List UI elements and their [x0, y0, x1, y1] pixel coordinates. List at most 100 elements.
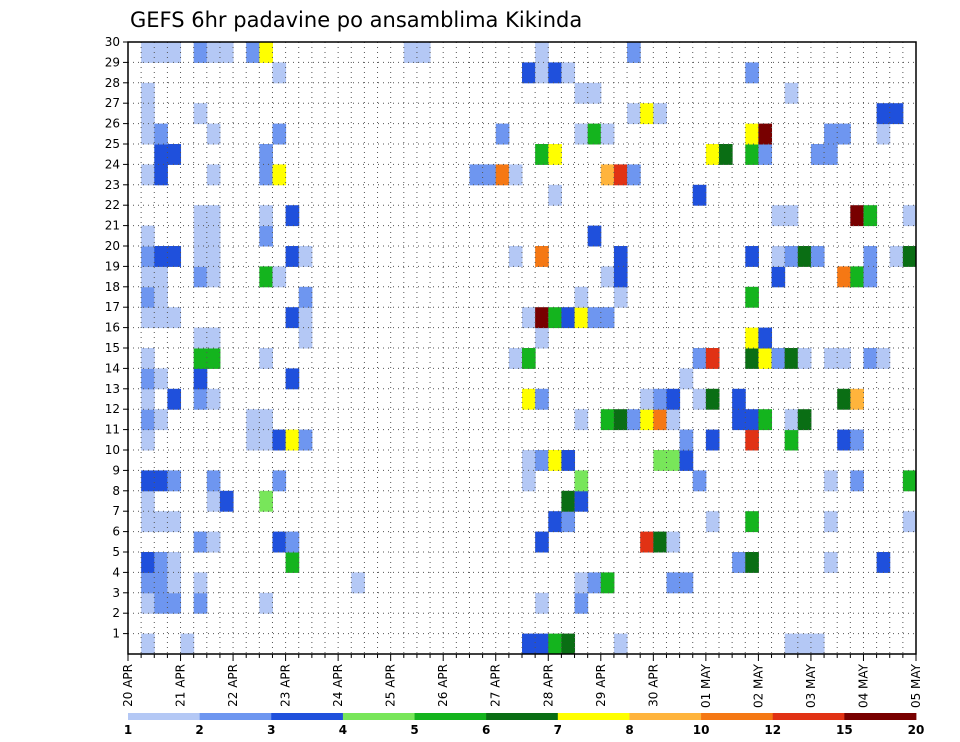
heat-cell — [535, 307, 549, 329]
heat-cell — [548, 62, 562, 84]
heat-cell — [587, 225, 602, 247]
heat-cell — [259, 348, 273, 369]
heat-cell — [141, 348, 155, 369]
heat-cell — [784, 246, 799, 267]
y-tick-label: 15 — [105, 341, 120, 355]
heat-cell — [613, 409, 628, 431]
y-tick-label: 22 — [105, 198, 120, 212]
heat-cell — [627, 164, 641, 186]
heat-cell — [206, 225, 221, 247]
cells-layer — [141, 42, 917, 655]
heat-cell — [298, 307, 313, 329]
heat-cell — [705, 429, 720, 451]
legend-label: 12 — [764, 723, 781, 737]
heat-cell — [141, 246, 155, 267]
x-tick-label: 27 APR — [489, 664, 503, 707]
heat-cell — [561, 490, 576, 512]
heat-cell — [627, 409, 641, 431]
heat-cell — [574, 409, 589, 431]
heat-cell — [666, 531, 681, 553]
heat-cell — [745, 286, 759, 308]
legend-swatch — [486, 713, 559, 720]
heat-cell — [193, 348, 208, 369]
heat-cell — [193, 327, 208, 349]
heat-cell — [810, 633, 825, 655]
heat-cell — [469, 164, 484, 186]
heat-cell — [206, 246, 221, 267]
heat-cell — [167, 246, 182, 267]
heat-cell — [219, 42, 234, 63]
y-tick-label: 16 — [105, 321, 120, 335]
heat-cell — [732, 388, 746, 410]
heat-cell — [206, 348, 221, 369]
heat-cell — [167, 42, 182, 63]
x-tick-label: 22 APR — [226, 664, 240, 707]
heat-cell — [272, 531, 287, 553]
heat-cell — [298, 327, 313, 349]
heat-cell — [167, 144, 182, 165]
heat-cell — [351, 572, 365, 594]
heat-cell — [548, 144, 562, 165]
heat-cell — [154, 552, 168, 573]
legend-swatch — [844, 713, 917, 720]
heat-cell — [272, 266, 287, 288]
heat-cell — [141, 225, 155, 247]
heat-cell — [522, 348, 536, 369]
heat-cell — [535, 246, 549, 267]
heat-cell — [784, 82, 799, 104]
heat-cell — [495, 123, 510, 145]
heat-cell — [705, 348, 720, 369]
y-tick-label: 13 — [105, 382, 120, 396]
heat-cell — [141, 592, 155, 614]
heat-cell — [784, 633, 799, 655]
heat-cell — [219, 490, 234, 512]
heat-cell — [285, 205, 300, 227]
heat-cell — [889, 246, 904, 267]
heat-cell — [561, 450, 576, 471]
heat-cell — [613, 164, 628, 186]
heat-cell — [206, 266, 221, 288]
heat-cell — [745, 429, 759, 451]
heat-cell — [193, 531, 208, 553]
heat-cell — [522, 633, 536, 655]
heat-cell — [285, 246, 300, 267]
heat-cell — [272, 164, 287, 186]
heat-cell — [206, 388, 221, 410]
heat-cell — [416, 42, 431, 63]
heat-cell — [692, 348, 707, 369]
heat-cell — [285, 307, 300, 329]
heat-cell — [535, 144, 549, 165]
x-tick-label: 23 APR — [279, 664, 293, 707]
heat-cell — [508, 164, 523, 186]
heat-cell — [653, 388, 667, 410]
y-tick-label: 18 — [105, 280, 120, 294]
heat-cell — [587, 307, 602, 329]
legend-label: 4 — [339, 723, 347, 737]
heat-cell — [824, 511, 838, 533]
heat-cell — [259, 225, 273, 247]
heat-cell — [679, 368, 694, 390]
heat-cell — [850, 388, 864, 410]
heat-cell — [141, 307, 155, 329]
heat-cell — [574, 490, 589, 512]
heat-cell — [167, 388, 182, 410]
heat-cell — [285, 368, 300, 390]
heat-cell — [692, 184, 707, 206]
chart-title: GEFS 6hr padavine po ansamblima Kikinda — [130, 8, 582, 32]
heat-cell — [141, 388, 155, 410]
heat-cell — [863, 348, 878, 369]
heat-cell — [640, 103, 654, 125]
heat-cell — [193, 225, 208, 247]
heat-cell — [719, 144, 733, 165]
heat-cell — [561, 62, 576, 84]
heat-cell — [141, 123, 155, 145]
heat-cell — [193, 266, 208, 288]
legend-swatch — [772, 713, 845, 720]
heat-cell — [535, 62, 549, 84]
y-tick-label: 29 — [105, 55, 120, 69]
y-tick-label: 24 — [105, 157, 120, 171]
heat-cell — [180, 633, 195, 655]
heat-cell — [679, 450, 694, 471]
y-tick-label: 23 — [105, 178, 120, 192]
